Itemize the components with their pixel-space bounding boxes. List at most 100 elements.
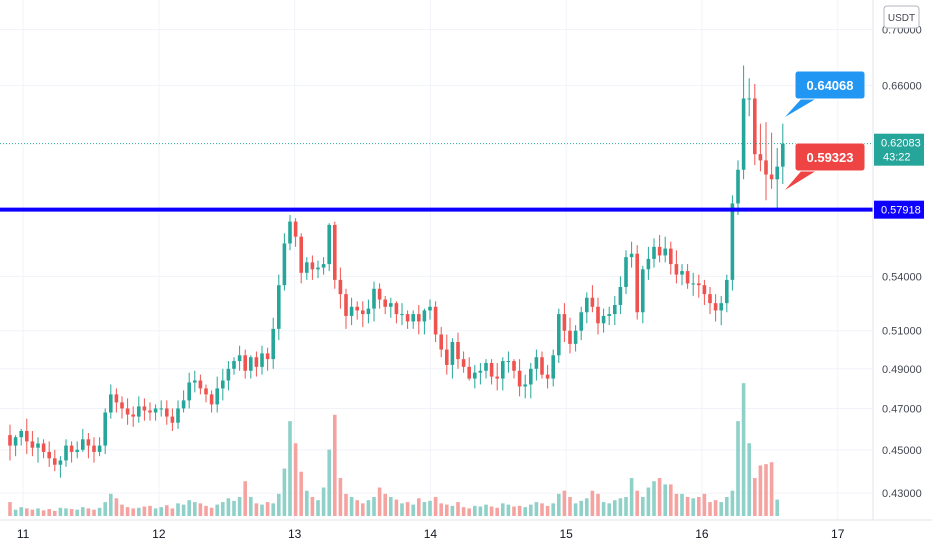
candle [433,301,438,342]
candle [260,345,264,375]
volume-bar [422,502,427,516]
volume-bar [758,465,763,516]
candle [411,310,415,329]
candle [557,308,561,363]
candle-body [153,408,158,413]
candle-body [652,246,656,259]
volume-bar [181,504,186,516]
candle [299,233,303,284]
candle [383,295,387,315]
volume-bar [349,497,354,516]
volume-bar [8,502,12,516]
volume-bar [293,443,298,516]
candle-body [708,294,712,304]
volume-bar [254,503,259,516]
volume-bar [573,503,578,516]
candle-body [562,314,567,331]
candle [187,372,191,409]
candle [366,299,371,324]
candle-body [646,258,651,270]
candle-body [232,361,236,369]
candle [243,349,247,379]
candle-body [585,297,589,313]
candle [467,357,471,381]
candle-body [64,445,68,461]
candle [75,441,79,459]
volume-bar [187,500,191,516]
candle-body [405,314,410,322]
candle-body [181,400,186,409]
volume-bar [226,498,231,516]
candle-body [349,306,354,316]
candle-body [697,283,701,286]
candle [109,384,113,419]
volume-bar [478,506,483,516]
volume-bar [271,503,275,516]
y-tick-label: 0.47000 [882,403,922,415]
volume-bar [551,503,555,516]
volume-bars [8,383,779,516]
currency-box [883,5,920,29]
candle [489,359,494,385]
candle-body [299,236,303,273]
candle-body [114,394,119,403]
candle-body [719,303,723,311]
candle-body [19,430,23,438]
volume-bar [523,507,527,516]
volume-bar [47,509,51,516]
candle-body [775,166,779,180]
volume-bar [669,484,673,516]
candle [400,303,404,326]
volume-bar [433,497,438,516]
volume-bar [372,497,376,516]
candle [422,308,427,335]
candle-body [226,368,231,381]
candle [713,294,718,322]
candle [226,361,231,391]
candle-body [198,380,203,389]
candle [674,250,679,284]
candle-body [327,224,331,265]
volume-bar [417,498,421,516]
candle-body [249,357,253,371]
candle [377,283,382,309]
candle-body [69,445,74,452]
candle [753,83,757,166]
candle [215,376,219,413]
candle-body [467,366,471,379]
candle [19,428,23,446]
candle-body [635,253,639,313]
candle [394,301,399,324]
candle-body [148,410,152,413]
volume-bar [13,509,18,516]
callout-label: 0.59323 [807,150,854,165]
candle-body [540,357,544,375]
volume-bar [137,507,141,516]
volume-bar [25,508,29,516]
volume-bar [142,506,147,516]
volume-bar [305,490,309,516]
candle [775,147,779,211]
volume-bar [170,508,175,516]
candle-body [142,406,147,411]
candle [685,264,690,289]
volume-bar [473,505,477,516]
volume-bar [92,509,96,516]
y-tick-label: 0.49000 [882,364,922,376]
candle [747,78,751,117]
candle [30,430,35,457]
x-tick-label: 14 [424,527,438,541]
candle-body [377,288,382,300]
candle-body [624,257,628,287]
volume-bar [607,503,611,516]
candle-body [618,286,623,305]
callout-box [794,70,866,100]
candle [523,374,527,399]
volume-bar [355,500,359,516]
candle [635,245,639,320]
volume-bar [81,507,85,516]
candle-body [495,376,499,379]
price-axis: 0.700000.660000.540000.510000.490000.470… [0,0,932,521]
volume-bar [613,500,617,516]
volume-bar [725,497,729,516]
